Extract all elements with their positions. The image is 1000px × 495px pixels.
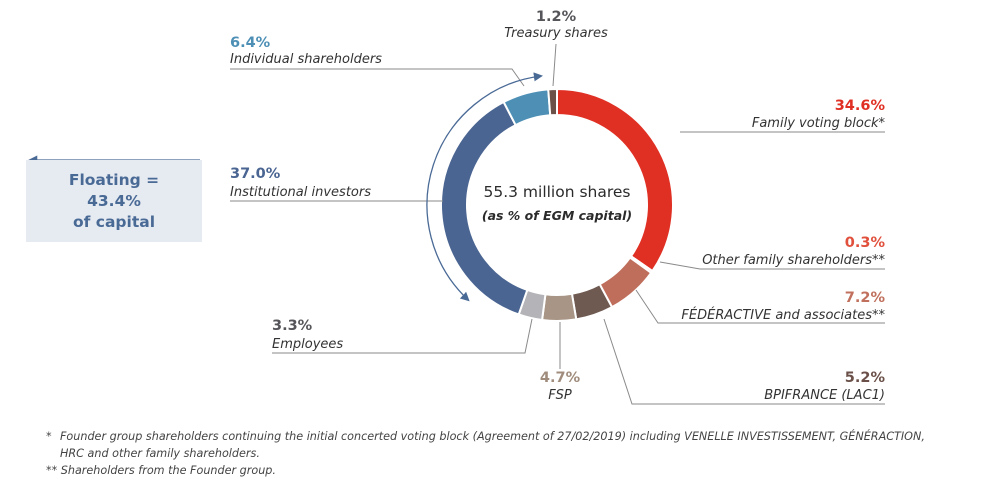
slice-name-label-7: Individual shareholders xyxy=(230,52,382,67)
slice-value-label-2: 7.2% xyxy=(845,290,886,306)
leader-line-3 xyxy=(603,318,885,405)
leader-line-5 xyxy=(272,318,533,354)
slice-labels: 34.6% Family voting block* 0.3% Other famil… xyxy=(230,9,885,403)
footnotes: * Founder group shareholders continuing … xyxy=(46,428,946,479)
slice-0 xyxy=(556,87,674,273)
floating-line-1: Floating = xyxy=(68,170,160,189)
leader-line-7 xyxy=(230,68,525,87)
slice-name-label-5: Employees xyxy=(272,337,343,352)
footnote-2-mark: ** xyxy=(46,464,58,477)
slice-name-label-0: Family voting block* xyxy=(752,116,886,131)
leader-line-1 xyxy=(659,261,885,270)
slice-value-label-5: 3.3% xyxy=(272,318,313,334)
center-title: 55.3 million shares xyxy=(483,183,630,201)
slice-value-label-4: 4.7% xyxy=(540,370,581,386)
center-subtitle: (as % of EGM capital) xyxy=(482,208,632,223)
slice-value-label-6: 37.0% xyxy=(230,166,281,182)
footnote-1-mark: * xyxy=(46,430,52,443)
slice-4 xyxy=(540,292,578,322)
slice-name-label-1: Other family shareholders** xyxy=(702,253,885,268)
slice-value-label-3: 5.2% xyxy=(845,370,886,386)
slice-name-label-3: BPIFRANCE (LAC1) xyxy=(764,388,885,403)
slice-name-label-2: FÉDÉRACTIVE and associates** xyxy=(681,307,885,323)
floating-line-3: of capital xyxy=(72,212,156,231)
footnote-2: ** Shareholders from the Founder group. xyxy=(46,462,946,479)
slice-value-label-8: 1.2% xyxy=(536,9,577,25)
leader-line-2 xyxy=(635,289,885,324)
floating-arc-arrow xyxy=(426,72,543,302)
slice-value-label-0: 34.6% xyxy=(835,98,886,114)
slice-value-label-1: 0.3% xyxy=(845,235,886,251)
floating-capital-box: Floating = 43.4% of capital xyxy=(26,160,202,242)
leader-line-8 xyxy=(552,43,557,87)
slice-name-label-4: FSP xyxy=(548,388,572,403)
slice-8 xyxy=(547,87,558,117)
slice-name-label-8: Treasury shares xyxy=(504,26,608,41)
footnote-2-text: Shareholders from the Founder group. xyxy=(60,464,276,477)
footnote-1-text: Founder group shareholders continuing th… xyxy=(60,430,925,460)
footnote-1: * Founder group shareholders continuing … xyxy=(46,428,946,462)
slice-value-label-7: 6.4% xyxy=(230,35,271,51)
slice-name-label-6: Institutional investors xyxy=(230,185,371,200)
donut-slices xyxy=(440,87,674,322)
floating-line-2: 43.4% xyxy=(87,191,141,210)
